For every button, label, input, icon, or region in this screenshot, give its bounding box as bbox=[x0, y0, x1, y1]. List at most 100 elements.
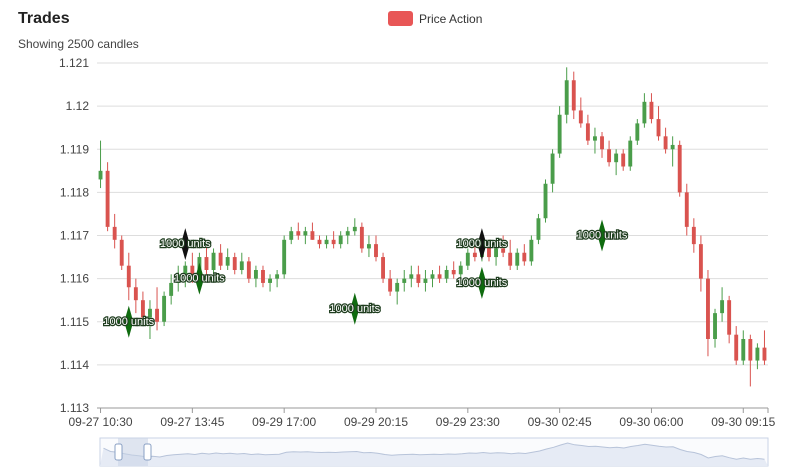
candle-body bbox=[762, 347, 767, 361]
candle bbox=[529, 235, 534, 266]
buy-trade-marker: 1000 units bbox=[575, 219, 629, 252]
candle-body bbox=[98, 170, 103, 180]
x-tick-label: 09-29 17:00 bbox=[252, 415, 316, 429]
candle bbox=[578, 97, 583, 128]
candle-body bbox=[126, 265, 131, 288]
candle bbox=[395, 278, 400, 305]
candle bbox=[515, 248, 520, 270]
candle bbox=[140, 291, 145, 327]
candle-body bbox=[176, 274, 181, 283]
candle-body bbox=[218, 252, 223, 266]
chart-subtitle: Showing 2500 candles bbox=[18, 37, 139, 51]
candle-body bbox=[296, 231, 301, 236]
candle bbox=[317, 235, 322, 249]
candle-body bbox=[656, 119, 661, 137]
candle bbox=[741, 330, 746, 365]
legend-swatch bbox=[388, 11, 413, 26]
navigator-handle-left[interactable] bbox=[114, 443, 123, 461]
candle bbox=[557, 106, 562, 158]
navigator-handle-right[interactable] bbox=[143, 443, 152, 461]
candle bbox=[359, 222, 364, 253]
candle bbox=[522, 244, 527, 266]
candle bbox=[494, 244, 499, 266]
candle bbox=[691, 218, 696, 253]
candle bbox=[204, 244, 209, 275]
candle-body bbox=[550, 153, 555, 184]
trade-marker-icon bbox=[112, 305, 145, 338]
candle bbox=[275, 270, 280, 288]
candle-body bbox=[571, 80, 576, 111]
candle-body bbox=[635, 123, 640, 141]
trade-marker-label: 1000 units bbox=[103, 316, 154, 328]
candle bbox=[614, 149, 619, 176]
candle-body bbox=[204, 257, 209, 270]
candle-body bbox=[713, 313, 717, 339]
candle-body bbox=[621, 153, 626, 167]
candle bbox=[268, 274, 272, 292]
candle-body bbox=[338, 235, 343, 245]
candle bbox=[352, 218, 357, 236]
candle-body bbox=[119, 239, 124, 266]
candle-body bbox=[310, 231, 315, 240]
trade-marker-icon bbox=[338, 292, 371, 325]
candle-body bbox=[359, 226, 364, 249]
candle bbox=[112, 213, 117, 249]
y-tick-label: 1.118 bbox=[60, 185, 89, 199]
candle-body bbox=[451, 270, 456, 275]
x-tick-label: 09-30 02:45 bbox=[528, 415, 592, 429]
candle-body bbox=[741, 339, 746, 361]
candle-body bbox=[670, 144, 675, 150]
x-tick-label: 09-27 10:30 bbox=[69, 415, 133, 429]
candle bbox=[656, 106, 661, 141]
candle-body bbox=[564, 80, 569, 115]
candle-body bbox=[282, 239, 287, 275]
candle-body bbox=[628, 140, 633, 167]
candle bbox=[571, 71, 576, 120]
candle-body bbox=[691, 226, 696, 245]
candle bbox=[564, 67, 569, 124]
candle bbox=[225, 248, 230, 270]
candle bbox=[148, 300, 152, 339]
legend-item-price-action[interactable]: Price Action bbox=[388, 11, 482, 26]
candle-body bbox=[345, 231, 350, 236]
candle bbox=[621, 149, 626, 171]
candle-body bbox=[388, 278, 393, 292]
candle bbox=[253, 265, 258, 288]
candle-body bbox=[246, 261, 251, 279]
candle-body bbox=[465, 252, 470, 266]
candle-body bbox=[148, 308, 152, 318]
candle bbox=[451, 261, 456, 279]
x-tick-label: 09-30 09:15 bbox=[711, 415, 775, 429]
candle-body bbox=[409, 274, 414, 279]
navigator-window bbox=[118, 438, 148, 466]
trade-marker-label: 1000 units bbox=[329, 303, 380, 315]
candle bbox=[670, 136, 675, 167]
candle bbox=[501, 235, 506, 258]
candle bbox=[155, 287, 159, 331]
candle bbox=[706, 270, 710, 357]
x-tick-label: 09-30 06:00 bbox=[619, 415, 683, 429]
candle-body bbox=[536, 218, 541, 240]
candle bbox=[345, 226, 350, 245]
x-tick-label: 09-27 13:45 bbox=[160, 415, 224, 429]
candle-body bbox=[684, 192, 689, 227]
candle-body bbox=[649, 101, 654, 120]
candle bbox=[218, 244, 223, 270]
candle bbox=[600, 132, 604, 158]
y-tick-label: 1.113 bbox=[60, 401, 89, 415]
candle bbox=[239, 252, 244, 275]
candle bbox=[698, 235, 703, 292]
trade-marker-icon bbox=[465, 228, 498, 261]
candle-body bbox=[430, 274, 435, 279]
candle bbox=[635, 119, 640, 145]
sell-trade-marker: 1000 units bbox=[159, 228, 212, 261]
y-tick-label: 1.117 bbox=[60, 229, 89, 243]
trade-marker-label: 1000 units bbox=[457, 238, 508, 250]
candle-body bbox=[261, 270, 265, 283]
candle bbox=[388, 270, 393, 296]
candle bbox=[289, 226, 294, 245]
candle bbox=[162, 291, 167, 327]
trade-marker-label: 1000 units bbox=[457, 277, 508, 289]
candle-body bbox=[472, 252, 477, 258]
